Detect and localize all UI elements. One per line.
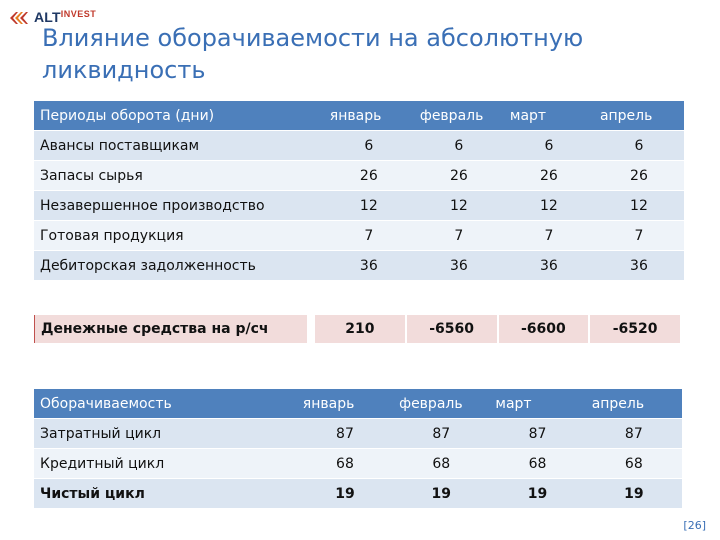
column-header: апрель	[585, 389, 682, 419]
table-cell: 7	[323, 220, 414, 251]
row-label: Запасы сырья	[34, 160, 324, 191]
table-cell: 36	[323, 250, 414, 281]
logo-arrows-icon	[10, 10, 32, 24]
table-row: Авансы поставщикам 6 6 6 6	[34, 130, 684, 161]
table-cell: 12	[503, 190, 594, 221]
column-header: февраль	[413, 101, 504, 131]
table-cell: 68	[393, 448, 490, 479]
spacer	[307, 315, 315, 343]
logo: ALTINVEST	[10, 8, 96, 26]
table-cell: 26	[503, 160, 594, 191]
table-row: Запасы сырья 26 26 26 26	[34, 160, 684, 191]
cash-balance-row: Денежные средства на р/сч 210 -6560 -660…	[34, 315, 680, 343]
page-number: [26]	[683, 519, 706, 532]
row-label: Затратный цикл	[34, 418, 297, 449]
table-cell: 12	[593, 190, 684, 221]
cash-balance-value: -6520	[588, 315, 680, 343]
column-header: Оборачиваемость	[34, 389, 297, 419]
logo-text: ALTINVEST	[34, 9, 97, 25]
table-cell: 19	[393, 478, 490, 509]
table-cell: 87	[585, 418, 682, 449]
table-cell: 26	[593, 160, 684, 191]
page-title: Влияние оборачиваемости на абсолютную ли…	[42, 24, 584, 84]
table-cell: 6	[323, 130, 414, 161]
table-row: Готовая продукция 7 7 7 7	[34, 220, 684, 251]
table-cell: 12	[323, 190, 414, 221]
table-row: Дебиторская задолженность 36 36 36 36	[34, 250, 684, 281]
table-cell: 19	[296, 478, 394, 509]
cash-balance-value: -6600	[496, 315, 589, 343]
column-header: март	[503, 101, 594, 131]
turnover-cycles-table: Оборачиваемость январь февраль март апре…	[34, 389, 682, 509]
table-cell: 7	[593, 220, 684, 251]
table-row: Чистый цикл 19 19 19 19	[34, 478, 682, 509]
row-label: Авансы поставщикам	[34, 130, 324, 161]
table-cell: 68	[585, 448, 682, 479]
table-cell: 7	[503, 220, 594, 251]
table-cell: 6	[413, 130, 504, 161]
table-cell: 36	[413, 250, 504, 281]
table-cell: 87	[393, 418, 490, 449]
table-cell: 19	[489, 478, 586, 509]
turnover-periods-table: Периоды оборота (дни) январь февраль мар…	[34, 101, 684, 281]
table-row: Незавершенное производство 12 12 12 12	[34, 190, 684, 221]
table-row: Кредитный цикл 68 68 68 68	[34, 448, 682, 479]
table-cell: 7	[413, 220, 504, 251]
table-cell: 68	[296, 448, 394, 479]
cash-balance-value: -6560	[404, 315, 497, 343]
table-cell: 36	[593, 250, 684, 281]
table-header-row: Периоды оборота (дни) январь февраль мар…	[34, 101, 684, 131]
table-cell: 26	[323, 160, 414, 191]
column-header: апрель	[593, 101, 684, 131]
row-label: Дебиторская задолженность	[34, 250, 324, 281]
row-label: Чистый цикл	[34, 478, 297, 509]
table-cell: 6	[503, 130, 594, 161]
table-cell: 36	[503, 250, 594, 281]
row-label: Кредитный цикл	[34, 448, 297, 479]
column-header: январь	[323, 101, 414, 131]
row-label: Незавершенное производство	[34, 190, 324, 221]
table-cell: 6	[593, 130, 684, 161]
table-row: Затратный цикл 87 87 87 87	[34, 418, 682, 449]
row-label: Готовая продукция	[34, 220, 324, 251]
table-cell: 19	[585, 478, 682, 509]
column-header: март	[489, 389, 586, 419]
column-header: январь	[296, 389, 394, 419]
table-header-row: Оборачиваемость январь февраль март апре…	[34, 389, 682, 419]
table-cell: 87	[489, 418, 586, 449]
cash-balance-value: 210	[315, 315, 405, 343]
column-header: февраль	[393, 389, 490, 419]
table-cell: 68	[489, 448, 586, 479]
table-cell: 87	[296, 418, 394, 449]
column-header: Периоды оборота (дни)	[34, 101, 324, 131]
table-cell: 12	[413, 190, 504, 221]
cash-balance-label: Денежные средства на р/сч	[34, 315, 307, 343]
table-cell: 26	[413, 160, 504, 191]
